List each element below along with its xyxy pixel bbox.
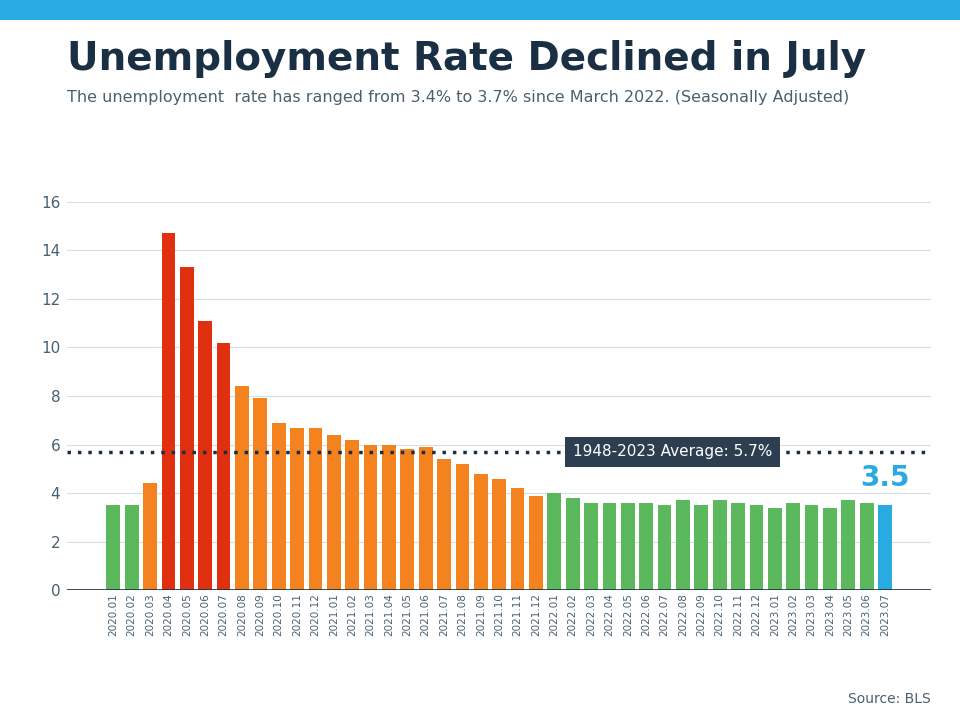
Bar bbox=[860, 503, 874, 590]
Bar bbox=[382, 444, 396, 590]
Bar bbox=[529, 495, 542, 590]
Bar bbox=[125, 505, 138, 590]
Bar bbox=[143, 484, 157, 590]
Bar bbox=[199, 320, 212, 590]
Bar bbox=[511, 488, 524, 590]
Bar bbox=[217, 343, 230, 590]
Bar bbox=[658, 505, 671, 590]
Text: Unemployment Rate Declined in July: Unemployment Rate Declined in July bbox=[67, 40, 866, 78]
Bar bbox=[253, 398, 267, 590]
Bar bbox=[841, 500, 855, 590]
Bar bbox=[456, 464, 469, 590]
Bar bbox=[768, 508, 781, 590]
Bar bbox=[272, 423, 286, 590]
Bar bbox=[804, 505, 819, 590]
Bar bbox=[308, 428, 323, 590]
Bar bbox=[327, 435, 341, 590]
Bar bbox=[290, 428, 304, 590]
Bar bbox=[603, 503, 616, 590]
Bar bbox=[107, 505, 120, 590]
Bar bbox=[639, 503, 653, 590]
Bar bbox=[878, 505, 892, 590]
Bar bbox=[419, 447, 433, 590]
Bar bbox=[676, 500, 690, 590]
Bar bbox=[712, 500, 727, 590]
Bar bbox=[823, 508, 837, 590]
Bar bbox=[565, 498, 580, 590]
Text: Source: BLS: Source: BLS bbox=[849, 692, 931, 706]
Bar bbox=[585, 503, 598, 590]
Bar bbox=[346, 440, 359, 590]
Bar bbox=[547, 493, 562, 590]
Bar bbox=[364, 444, 377, 590]
Bar bbox=[732, 503, 745, 590]
Bar bbox=[437, 459, 451, 590]
Bar bbox=[694, 505, 708, 590]
Bar bbox=[180, 267, 194, 590]
Bar bbox=[235, 386, 249, 590]
Text: 3.5: 3.5 bbox=[860, 464, 910, 492]
Text: 1948-2023 Average: 5.7%: 1948-2023 Average: 5.7% bbox=[573, 444, 772, 459]
Bar bbox=[400, 449, 414, 590]
Bar bbox=[786, 503, 800, 590]
Bar bbox=[621, 503, 635, 590]
Bar bbox=[161, 233, 176, 590]
Bar bbox=[750, 505, 763, 590]
Bar bbox=[474, 474, 488, 590]
Text: The unemployment  rate has ranged from 3.4% to 3.7% since March 2022. (Seasonall: The unemployment rate has ranged from 3.… bbox=[67, 90, 850, 105]
Bar bbox=[492, 479, 506, 590]
